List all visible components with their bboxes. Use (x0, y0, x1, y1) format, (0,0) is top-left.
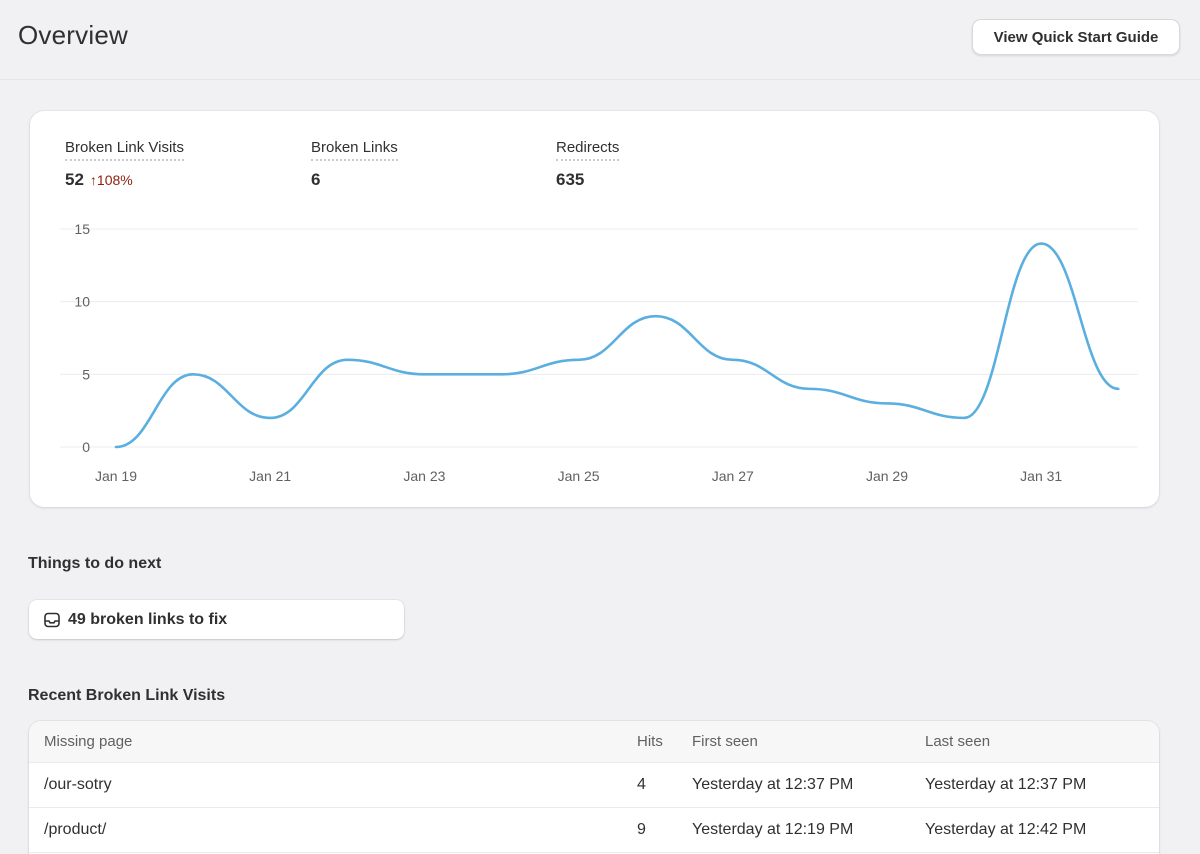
y-tick-label: 15 (74, 221, 90, 237)
metric-change: ↑108% (89, 172, 133, 188)
chart-gridlines (60, 228, 1138, 448)
table-row[interactable]: /product/ 9 Yesterday at 12:19 PM Yester… (29, 808, 1159, 853)
cell-last-seen: Yesterday at 12:42 PM (925, 821, 1087, 838)
broken-link-visits-series-line (114, 242, 1120, 449)
cell-missing-page: /product/ (44, 821, 107, 838)
table-header: Missing page Hits First seen Last seen (29, 721, 1159, 763)
broken-links-todo-button[interactable]: 49 broken links to fix (29, 600, 404, 639)
metric-broken-links: Broken Links 6 (311, 139, 398, 190)
metric-label-broken-links[interactable]: Broken Links (311, 139, 398, 161)
column-header-last-seen: Last seen (925, 733, 991, 750)
x-tick-label: Jan 23 (403, 468, 445, 484)
metric-value-broken-links: 6 (311, 170, 321, 189)
cell-missing-page: /our-sotry (44, 776, 112, 793)
recent-broken-link-visits-title: Recent Broken Link Visits (28, 687, 226, 704)
column-header-hits: Hits (637, 733, 663, 750)
table-row[interactable]: /our-sotry 4 Yesterday at 12:37 PM Yeste… (29, 763, 1159, 808)
column-header-first-seen: First seen (692, 733, 758, 750)
cell-first-seen: Yesterday at 12:19 PM (692, 821, 854, 838)
column-header-missing-page: Missing page (44, 733, 133, 750)
metric-value-redirects: 635 (556, 170, 585, 189)
metric-label-broken-link-visits[interactable]: Broken Link Visits (65, 139, 184, 161)
things-to-do-title: Things to do next (28, 555, 162, 572)
chart-series (114, 242, 1120, 449)
recent-visits-table: Missing page Hits First seen Last seen /… (29, 721, 1159, 854)
metric-redirects: Redirects 635 (556, 139, 620, 190)
metric-value: 52 (65, 170, 84, 189)
overview-stats-card: Broken Link Visits 52 ↑108% Broken Links … (30, 111, 1159, 507)
x-tick-label: Jan 27 (712, 468, 754, 484)
todo-text: 49 broken links to fix (68, 610, 228, 628)
chart-y-ticks: 0 5 10 15 (74, 221, 90, 455)
cell-first-seen: Yesterday at 12:37 PM (692, 776, 854, 793)
page-title: Overview (18, 20, 128, 50)
cell-hits: 9 (637, 821, 646, 838)
chart-x-ticks: Jan 19 Jan 21 Jan 23 Jan 25 Jan 27 Jan 29 Jan … (95, 468, 1062, 484)
x-tick-label: Jan 21 (249, 468, 291, 484)
y-tick-label: 5 (82, 366, 90, 382)
metric-label-redirects[interactable]: Redirects (556, 139, 620, 161)
y-tick-label: 0 (82, 439, 90, 455)
x-tick-label: Jan 31 (1020, 468, 1062, 484)
x-tick-label: Jan 25 (558, 468, 600, 484)
page-header: Overview View Quick Start Guide (0, 0, 1200, 80)
cell-last-seen: Yesterday at 12:37 PM (925, 776, 1087, 793)
metric-value-broken-link-visits: 52 ↑108% (65, 170, 184, 190)
cell-hits: 4 (637, 776, 646, 793)
x-tick-label: Jan 29 (866, 468, 908, 484)
x-tick-label: Jan 19 (95, 468, 137, 484)
view-quick-start-guide-button[interactable]: View Quick Start Guide (972, 19, 1180, 55)
inbox-icon (44, 612, 60, 627)
y-tick-label: 10 (74, 294, 90, 310)
metric-broken-link-visits: Broken Link Visits 52 ↑108% (65, 139, 184, 190)
